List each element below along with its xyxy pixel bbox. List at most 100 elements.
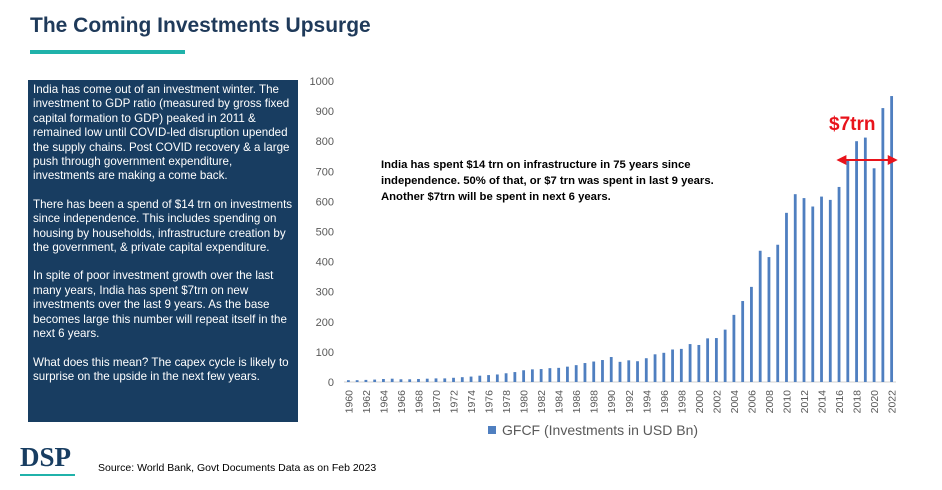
bar	[539, 369, 543, 382]
bar	[636, 361, 639, 382]
y-tick-label: 700	[316, 166, 334, 178]
bar	[443, 378, 447, 382]
legend-swatch	[488, 426, 496, 434]
bar	[846, 159, 850, 382]
bar	[697, 344, 701, 382]
bar	[714, 338, 718, 382]
bar	[417, 378, 420, 382]
x-tick-label: 1968	[413, 390, 425, 414]
bar	[382, 378, 385, 382]
y-tick-label: 400	[316, 257, 334, 269]
x-tick-label: 2000	[694, 390, 706, 414]
y-tick-label: 300	[316, 287, 334, 299]
x-tick-label: 1974	[466, 390, 478, 414]
bar	[601, 360, 604, 382]
x-tick-label: 1972	[449, 390, 461, 414]
bar	[671, 349, 674, 382]
bar	[530, 369, 534, 382]
x-tick-label: 1990	[606, 390, 618, 414]
highlight-arrow-left-head	[836, 155, 847, 165]
bar	[644, 358, 648, 382]
y-tick-label: 100	[316, 347, 334, 359]
bar	[618, 361, 622, 382]
gfcf-bar-chart: 0 100 200 300 400 500 600 700 800 900 1000 1960 1962…	[310, 76, 899, 438]
bar	[452, 377, 455, 382]
bar	[434, 378, 438, 382]
bar	[890, 96, 894, 383]
bar	[785, 212, 788, 382]
page-title: The Coming Investments Upsurge	[30, 14, 371, 37]
x-tick-label: 1978	[501, 390, 513, 414]
x-tick-label: 2012	[799, 390, 811, 414]
bar	[758, 250, 762, 382]
bar	[390, 378, 394, 382]
bar	[872, 168, 876, 382]
x-tick-label: 1986	[571, 390, 583, 414]
bar	[662, 352, 666, 382]
bar	[583, 363, 587, 382]
x-tick-label: 1970	[431, 390, 443, 414]
y-tick-label: 0	[328, 377, 334, 389]
bar	[425, 378, 429, 382]
bar	[399, 379, 403, 382]
x-tick-label: 1966	[396, 390, 408, 414]
chart-annotation: India has spent $14 trn on infrastructur…	[381, 159, 714, 204]
x-tick-label: 2010	[781, 390, 793, 414]
dsp-logo: DSP	[20, 442, 72, 472]
x-tick-label: 1982	[536, 390, 548, 414]
x-tick-label: 1962	[361, 390, 373, 414]
bar	[802, 198, 806, 382]
bar	[346, 380, 350, 382]
x-tick-label: 2006	[746, 390, 758, 414]
bar	[504, 373, 508, 382]
y-tick-label: 900	[316, 106, 334, 118]
x-tick-label: 2022	[887, 390, 899, 414]
bar	[373, 379, 377, 382]
logo-underline	[20, 474, 75, 476]
bar	[750, 286, 753, 382]
x-tick-label: 2002	[711, 390, 723, 414]
title-underline	[30, 50, 185, 54]
bar	[548, 368, 552, 382]
commentary-paragraph: There has been a spend of $14 trn on inv…	[33, 197, 293, 255]
bar	[828, 199, 832, 382]
bar	[767, 257, 771, 382]
bar	[592, 361, 596, 382]
bar	[793, 194, 797, 382]
bar	[522, 370, 526, 382]
y-tick-label: 800	[316, 136, 334, 148]
bar	[460, 377, 464, 382]
commentary-paragraph: India has come out of an investment wint…	[33, 83, 290, 183]
bar	[495, 374, 499, 382]
bar	[513, 372, 517, 382]
bar	[881, 108, 885, 382]
bar	[478, 375, 482, 382]
legend-label: GFCF (Investments in USD Bn)	[502, 422, 698, 438]
bar	[706, 338, 710, 382]
y-tick-label: 1000	[310, 76, 334, 88]
x-tick-label: 1992	[624, 390, 636, 414]
x-tick-label: 1980	[519, 390, 531, 414]
y-tick-label: 600	[316, 196, 334, 208]
bar	[732, 314, 736, 382]
bar	[653, 354, 657, 382]
x-tick-label: 1988	[589, 390, 601, 414]
x-tick-label: 1996	[659, 390, 671, 414]
x-tick-label: 2020	[869, 390, 881, 414]
commentary-paragraph: In spite of poor investment growth over …	[33, 269, 287, 341]
bar	[776, 244, 780, 382]
bar	[863, 137, 867, 382]
x-tick-label: 2014	[817, 390, 829, 414]
commentary-paragraph: What does this mean? The capex cycle is …	[33, 355, 289, 383]
bar	[364, 379, 368, 382]
x-tick-label: 2008	[764, 390, 776, 414]
bar	[679, 348, 683, 382]
x-tick-label: 1984	[554, 390, 566, 414]
bar	[574, 365, 578, 382]
bar	[723, 329, 727, 382]
highlight-label: $7trn	[829, 114, 876, 135]
x-tick-label: 1994	[641, 390, 653, 414]
highlight-arrow-right-head	[887, 155, 898, 165]
x-tick-label: 1998	[676, 390, 688, 414]
bar	[837, 186, 841, 382]
